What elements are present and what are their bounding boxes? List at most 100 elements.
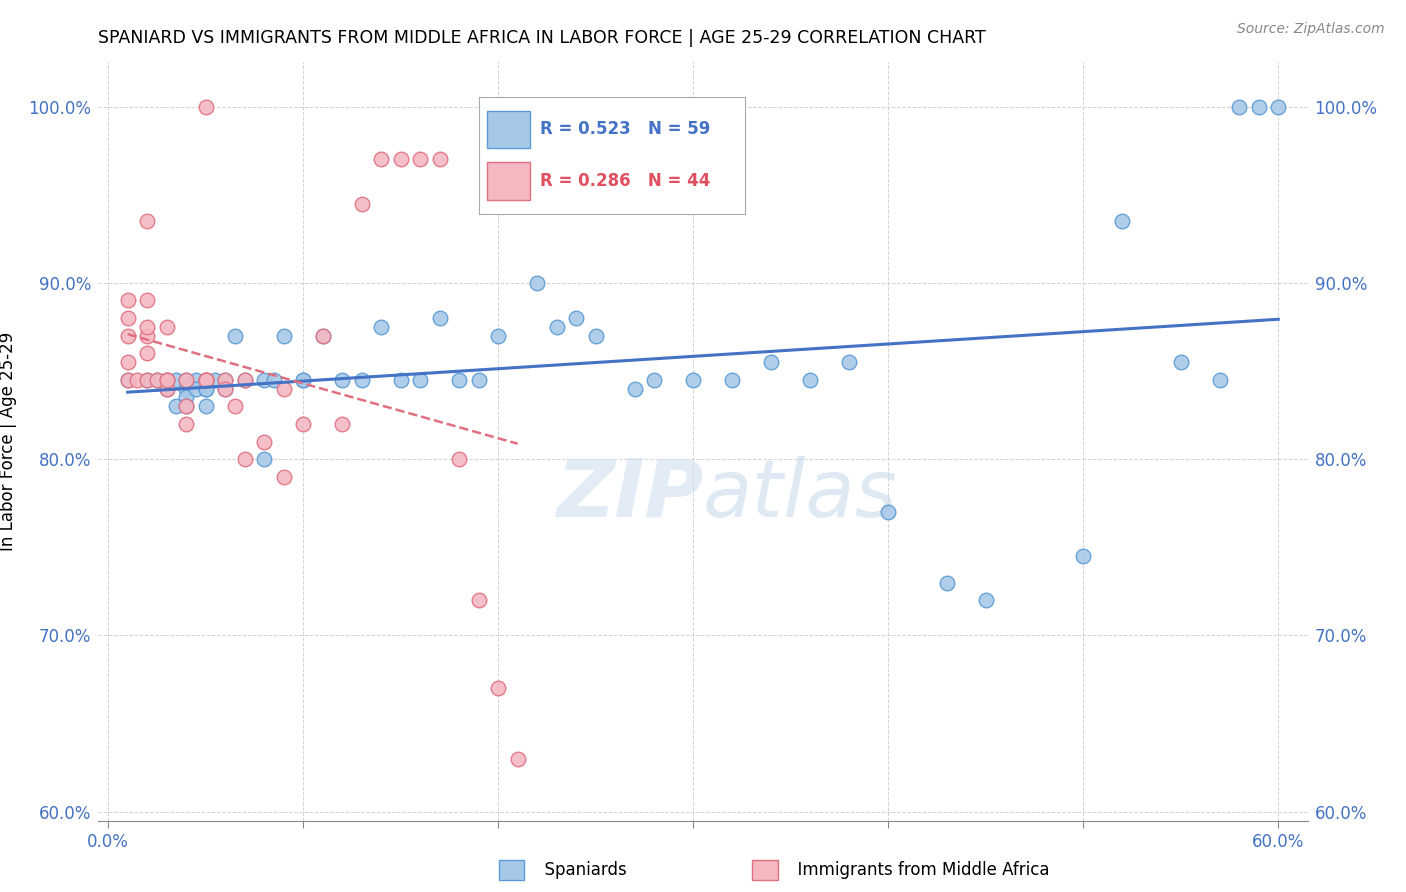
Point — [643, 373, 665, 387]
Point — [429, 311, 451, 326]
Point — [486, 328, 509, 343]
Point — [721, 373, 744, 387]
Point — [184, 373, 207, 387]
Y-axis label: In Labor Force | Age 25-29: In Labor Force | Age 25-29 — [0, 332, 17, 551]
Point — [838, 355, 860, 369]
Point — [761, 355, 783, 369]
Point — [136, 346, 159, 360]
Point — [174, 399, 197, 413]
Point — [224, 399, 246, 413]
Point — [330, 417, 353, 431]
Text: SPANIARD VS IMMIGRANTS FROM MIDDLE AFRICA IN LABOR FORCE | AGE 25-29 CORRELATION: SPANIARD VS IMMIGRANTS FROM MIDDLE AFRIC… — [98, 29, 986, 47]
Point — [136, 320, 159, 334]
Point — [546, 320, 568, 334]
Point — [623, 382, 645, 396]
Point — [389, 373, 412, 387]
Point — [506, 752, 529, 766]
Point — [273, 382, 295, 396]
Point — [273, 470, 295, 484]
Point — [174, 399, 197, 413]
Point — [935, 575, 957, 590]
Point — [136, 328, 159, 343]
Point — [974, 593, 997, 607]
Point — [330, 373, 353, 387]
Point — [136, 214, 159, 228]
Text: atlas: atlas — [703, 456, 898, 533]
Point — [1227, 99, 1250, 113]
Point — [194, 99, 217, 113]
Point — [799, 373, 821, 387]
Point — [194, 382, 217, 396]
Point — [409, 153, 432, 167]
Point — [263, 373, 285, 387]
Point — [214, 382, 236, 396]
Point — [174, 391, 197, 405]
Point — [165, 399, 187, 413]
Point — [136, 293, 159, 308]
Point — [156, 382, 179, 396]
Point — [174, 373, 197, 387]
Text: Immigrants from Middle Africa: Immigrants from Middle Africa — [787, 861, 1050, 879]
Point — [156, 382, 179, 396]
Point — [165, 373, 187, 387]
Point — [389, 153, 412, 167]
Point — [253, 373, 276, 387]
Point — [877, 505, 900, 519]
Point — [156, 373, 179, 387]
Point — [233, 373, 256, 387]
Point — [194, 399, 217, 413]
Point — [117, 311, 139, 326]
Point — [1267, 99, 1289, 113]
Point — [174, 373, 197, 387]
Point — [1111, 214, 1133, 228]
Text: Spaniards: Spaniards — [534, 861, 627, 879]
Point — [214, 373, 236, 387]
Point — [117, 373, 139, 387]
Point — [194, 373, 217, 387]
Point — [156, 373, 179, 387]
Point — [233, 373, 256, 387]
Point — [136, 373, 159, 387]
Point — [1071, 549, 1094, 563]
Point — [565, 311, 588, 326]
Point — [146, 373, 169, 387]
Point — [409, 373, 432, 387]
Text: ZIP: ZIP — [555, 456, 703, 533]
Point — [214, 382, 236, 396]
Point — [233, 452, 256, 467]
Point — [1170, 355, 1192, 369]
Point — [273, 328, 295, 343]
Point — [194, 373, 217, 387]
Point — [224, 328, 246, 343]
Point — [136, 373, 159, 387]
Point — [467, 373, 489, 387]
Point — [194, 382, 217, 396]
Point — [117, 328, 139, 343]
Point — [127, 373, 149, 387]
Point — [682, 373, 704, 387]
Point — [312, 328, 335, 343]
Point — [253, 452, 276, 467]
Point — [467, 593, 489, 607]
Point — [117, 373, 139, 387]
Point — [350, 373, 373, 387]
Point — [184, 382, 207, 396]
Point — [146, 373, 169, 387]
Point — [253, 434, 276, 449]
Point — [117, 355, 139, 369]
Point — [292, 373, 315, 387]
Point — [350, 196, 373, 211]
Point — [429, 153, 451, 167]
Point — [449, 452, 471, 467]
Point — [194, 373, 217, 387]
Point — [1209, 373, 1232, 387]
Point — [585, 328, 607, 343]
Point — [156, 373, 179, 387]
Point — [1247, 99, 1270, 113]
Point — [370, 320, 392, 334]
Point — [486, 681, 509, 696]
Point — [117, 293, 139, 308]
Point — [204, 373, 226, 387]
Point — [156, 320, 179, 334]
Point — [214, 373, 236, 387]
